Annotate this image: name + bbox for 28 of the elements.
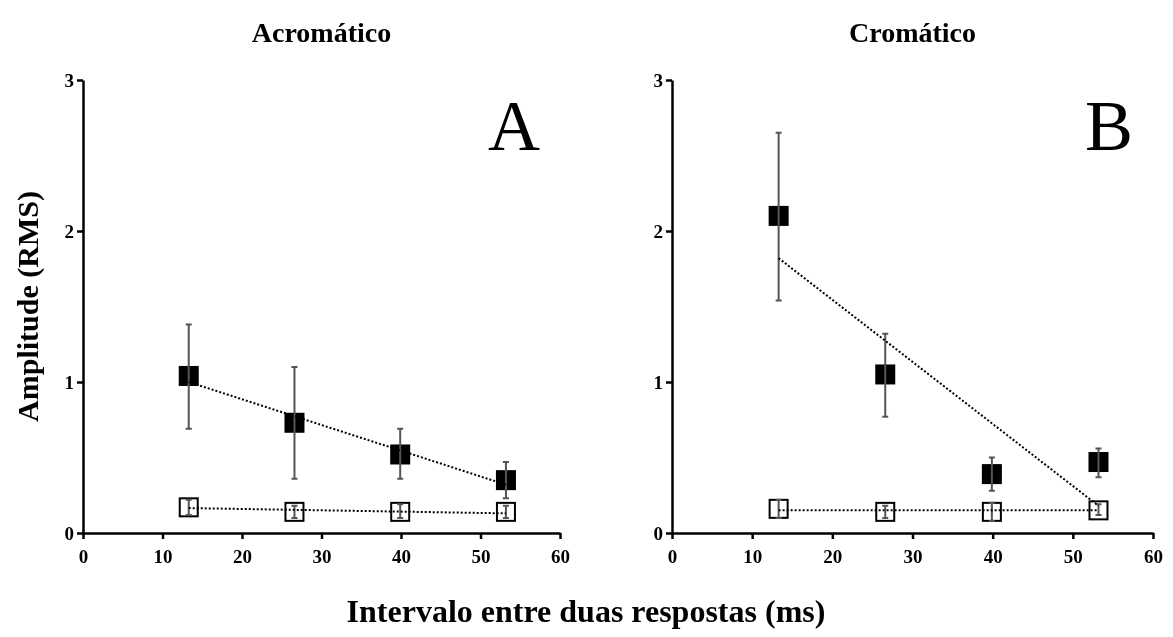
x-tick-label: 50: [471, 545, 491, 567]
annotation: B: [1084, 86, 1133, 166]
x-tick-label: 40: [392, 545, 411, 567]
x-tick-label: 40: [983, 545, 1003, 567]
chart-title: Cromático: [849, 17, 976, 48]
y-tick-label: 1: [653, 371, 663, 393]
x-tick-label: 20: [823, 545, 843, 567]
y-axis-title: Amplitude (RMS): [11, 191, 45, 422]
y-tick-label: 1: [64, 371, 74, 393]
y-tick-label: 0: [64, 522, 74, 544]
y-tick-label: 2: [64, 220, 74, 242]
x-tick-label: 0: [78, 545, 89, 567]
y-tick-label: 0: [653, 522, 663, 544]
y-tick-label: 2: [653, 220, 663, 242]
x-tick-label: 0: [667, 545, 678, 567]
x-tick-label: 60: [551, 545, 570, 567]
chart-title: Acromático: [251, 17, 392, 48]
y-tick-label: 3: [653, 69, 663, 91]
annotation: A: [488, 86, 540, 166]
x-tick-label: 30: [312, 545, 332, 567]
x-tick-label: 50: [1063, 545, 1083, 567]
x-axis-title: Intervalo entre duas respostas (ms): [346, 593, 826, 629]
x-tick-label: 10: [743, 545, 763, 567]
x-tick-label: 10: [153, 545, 173, 567]
x-tick-label: 30: [903, 545, 923, 567]
x-tick-label: 20: [233, 545, 252, 567]
y-tick-label: 3: [64, 69, 74, 91]
x-tick-label: 60: [1144, 545, 1163, 567]
